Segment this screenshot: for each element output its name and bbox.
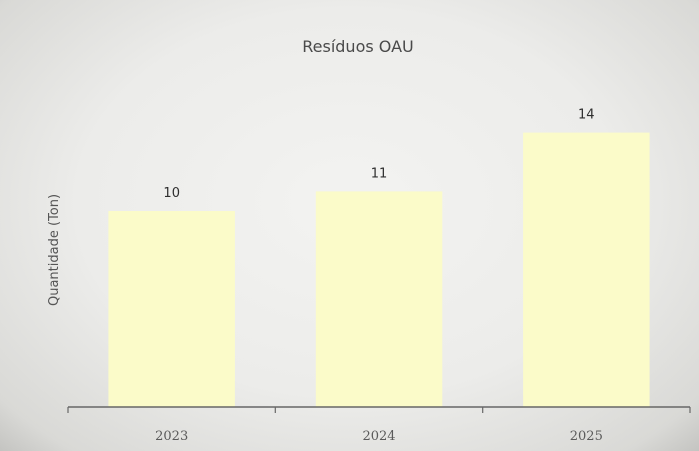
bar-2025 bbox=[523, 132, 650, 407]
y-axis-label: Quantidade (Ton) bbox=[47, 194, 62, 306]
x-axis: 2023 2024 2025 bbox=[67, 406, 691, 444]
x-tick-label-2024: 2024 bbox=[362, 429, 395, 444]
data-label-2024: 11 bbox=[371, 166, 388, 181]
bar-2024 bbox=[315, 191, 443, 407]
bar-2023 bbox=[108, 211, 235, 407]
chart-title: Resíduos OAU bbox=[302, 37, 414, 56]
x-tick-label-2023: 2023 bbox=[155, 429, 188, 444]
x-tick-label-2025: 2025 bbox=[570, 429, 603, 444]
data-label-2025: 14 bbox=[578, 108, 595, 123]
bars-group: 10 11 14 bbox=[108, 108, 650, 407]
data-label-2023: 10 bbox=[163, 186, 180, 201]
